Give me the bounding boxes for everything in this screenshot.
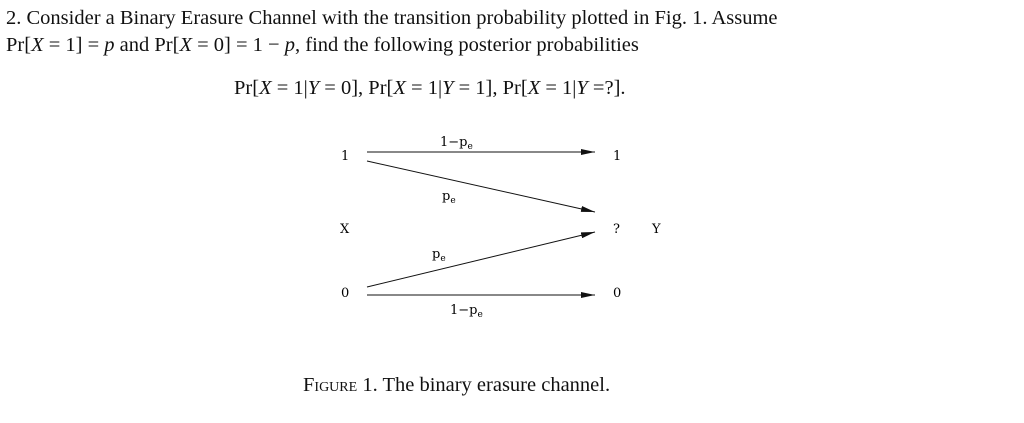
caption-text: The binary erasure channel. <box>377 374 611 396</box>
text: = 1] = <box>43 34 105 56</box>
text: =?]. <box>587 77 626 99</box>
text: = 1| <box>540 77 577 99</box>
text: = 1], Pr[ <box>453 77 528 99</box>
math-var: X <box>31 34 44 56</box>
math-var: p <box>104 34 115 56</box>
figure-caption: Figure 1. The binary erasure channel. <box>303 374 610 397</box>
output-0: 0 <box>613 286 621 301</box>
edge-label-1-to-erasure: pe <box>442 189 456 206</box>
math-var: X <box>527 77 541 99</box>
problem-line-1: 2. Consider a Binary Erasure Channel wit… <box>6 7 778 29</box>
output-1: 1 <box>613 149 621 164</box>
math-var: X <box>179 34 192 56</box>
edge-label-1-to-1: 1−pe <box>440 135 473 152</box>
text: Pr[ <box>6 34 32 56</box>
text: and Pr[ <box>114 34 180 56</box>
output-erasure: ? <box>613 222 620 237</box>
edge-1-to-erasure <box>366 160 596 213</box>
text: = 0] = 1 − <box>191 34 285 56</box>
math-var: p <box>284 34 295 56</box>
caption-prefix: Figure <box>303 374 358 396</box>
problem-line-2: Pr[X = 1] = p and Pr[X = 0] = 1 − p, fin… <box>6 34 639 57</box>
text: = 0], Pr[ <box>319 77 394 99</box>
input-1: 1 <box>341 149 349 164</box>
input-0: 0 <box>341 286 349 301</box>
math-var: Y <box>442 77 454 99</box>
text: = 1| <box>271 77 308 99</box>
edge-0-to-erasure <box>366 231 596 288</box>
text: = 1| <box>405 77 443 99</box>
math-var: Y <box>576 77 588 99</box>
edge-label-0-to-0: 1−pe <box>450 303 483 320</box>
output-axis-label: Y <box>651 222 661 237</box>
text: Pr[ <box>234 77 260 99</box>
math-var: X <box>259 77 272 99</box>
math-var: X <box>393 77 406 99</box>
posterior-equation: Pr[X = 1|Y = 0], Pr[X = 1|Y = 1], Pr[X =… <box>234 77 626 100</box>
caption-number: 1. <box>357 374 378 396</box>
edge-label-0-to-erasure: pe <box>432 247 446 264</box>
text: , find the following posterior probabili… <box>295 34 639 56</box>
input-axis-label: X <box>340 222 350 237</box>
math-var: Y <box>307 77 320 99</box>
